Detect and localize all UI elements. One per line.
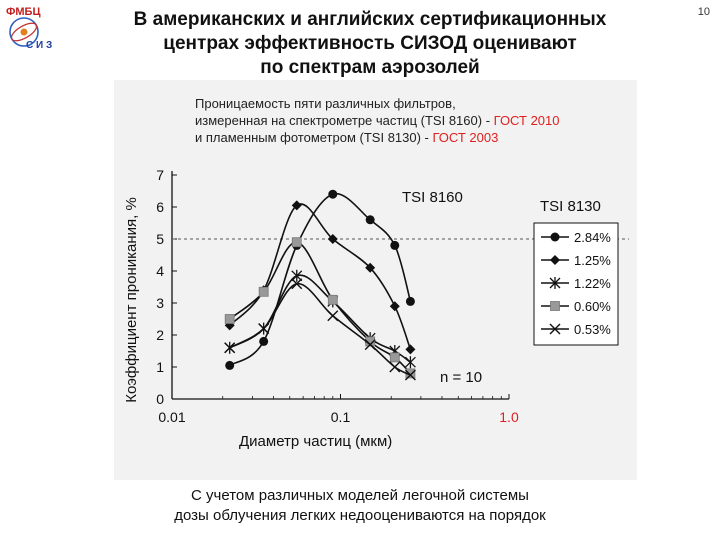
- x-tick-label: 0.1: [331, 409, 351, 425]
- series-1-point: [328, 189, 338, 199]
- title-line-1: В американских и английских сертификацио…: [133, 9, 607, 30]
- legend-box: [533, 222, 619, 346]
- legend-label: 2.84%: [574, 230, 611, 245]
- legend-label: 0.53%: [574, 322, 611, 337]
- chart-annotation-line-1: Проницаемость пяти различных фильтров,: [195, 96, 456, 111]
- series-line-4: [229, 241, 412, 374]
- x-marker-stroke: [404, 369, 416, 381]
- chart-annotation-line-3: и пламенным фотометром (TSI 8130) - ГОСТ…: [195, 130, 498, 145]
- series-line-1: [229, 192, 412, 367]
- series-4-point: [258, 286, 269, 297]
- y-tick-label: 4: [156, 263, 164, 279]
- title-line-2: центрах эффективность СИЗОД оценивают: [163, 33, 577, 54]
- series-3-point: [404, 356, 416, 369]
- annotation-gost-2010: ГОСТ 2010: [494, 113, 560, 128]
- series-1-point: [259, 336, 269, 346]
- tsi-8160-label: TSI 8160: [402, 189, 463, 206]
- legend-marker: [550, 255, 560, 265]
- series-line-5: [229, 282, 411, 376]
- series-2-point: [405, 344, 416, 355]
- x-marker-stroke: [327, 310, 339, 322]
- series-5-point: [291, 278, 303, 290]
- series-4-point: [327, 294, 338, 305]
- series-4-point: [224, 314, 235, 324]
- series-1-point: [365, 215, 375, 225]
- x-marker-stroke: [224, 342, 236, 354]
- caption-line-1: С учетом различных моделей легочной сист…: [191, 487, 529, 504]
- fmbc-logo: ФМБЦ С И З: [4, 4, 66, 51]
- logo-bottom-text: С И З: [26, 40, 52, 50]
- series-5-point: [389, 361, 401, 373]
- annotation-line-2-text: измеренная на спектрометре частиц (TSI 8…: [195, 113, 494, 128]
- logo-orbit-icon: [9, 17, 39, 47]
- legend-label: 1.22%: [574, 276, 611, 291]
- title-line-3: по спектрам аэрозолей: [260, 57, 480, 78]
- series-5-point: [364, 339, 376, 351]
- legend-marker: [550, 301, 560, 311]
- logo-nucleus-icon: [20, 28, 28, 36]
- x-marker-stroke: [364, 339, 376, 351]
- y-tick-label: 5: [156, 231, 164, 247]
- series-3-point: [291, 269, 303, 282]
- n-count-label: n = 10: [440, 369, 482, 386]
- series-2-point: [389, 301, 400, 312]
- series-line-3: [229, 274, 411, 363]
- chart-figure: Проницаемость пяти различных фильтров, и…: [114, 80, 637, 480]
- y-axis-label: Коэффициент проникания, %: [123, 197, 140, 403]
- series-4-point: [389, 352, 400, 363]
- series-1-point: [225, 360, 235, 370]
- page-number: 10: [697, 6, 710, 18]
- series-2-point: [327, 234, 338, 244]
- caption-line-2: дозы облучения легких недооцениваются на…: [174, 507, 546, 524]
- annotation-gost-2003: ГОСТ 2003: [433, 130, 499, 145]
- slide-caption: С учетом различных моделей легочной сист…: [100, 486, 620, 526]
- y-tick-label: 6: [156, 199, 164, 215]
- legend-marker: [550, 232, 560, 242]
- annotation-line-3-text: и пламенным фотометром (TSI 8130) -: [195, 130, 433, 145]
- series-1-point: [405, 296, 415, 306]
- y-tick-label: 2: [156, 327, 164, 343]
- series-2-point: [365, 262, 376, 273]
- x-marker-stroke: [258, 323, 270, 335]
- legend-label: 0.60%: [574, 299, 611, 314]
- legend-marker: [549, 277, 561, 289]
- logo-graphic: ФМБЦ С И З: [6, 6, 52, 51]
- legend-label: 1.25%: [574, 253, 611, 268]
- series-5-point: [327, 310, 339, 322]
- series-5-point: [404, 369, 416, 381]
- series-4-point: [291, 237, 302, 248]
- chart-annotation-line-2: измеренная на спектрометре частиц (TSI 8…: [195, 113, 560, 128]
- logo-top-text: ФМБЦ: [6, 6, 41, 18]
- series-2-point: [291, 200, 302, 211]
- series-5-point: [224, 342, 236, 354]
- x-tick-label: 0.01: [158, 409, 185, 425]
- tsi-8130-label: TSI 8130: [540, 198, 601, 215]
- y-tick-label: 7: [156, 167, 164, 183]
- logo-ring-icon: [10, 22, 38, 42]
- y-tick-label: 0: [156, 391, 164, 407]
- x-marker-stroke: [291, 278, 303, 290]
- slide-title: В американских и английских сертификацио…: [110, 8, 630, 80]
- series-5-point: [258, 323, 270, 335]
- x-tick-label: 1.0: [499, 409, 519, 425]
- x-marker-stroke: [549, 323, 561, 335]
- x-axis-label: Диаметр частиц (мкм): [239, 433, 392, 450]
- y-tick-label: 3: [156, 295, 164, 311]
- y-tick-label: 1: [156, 359, 164, 375]
- chart-svg: Проницаемость пяти различных фильтров, и…: [123, 96, 629, 450]
- x-marker-stroke: [389, 361, 401, 373]
- legend-marker: [549, 323, 561, 335]
- series-1-point: [390, 240, 400, 250]
